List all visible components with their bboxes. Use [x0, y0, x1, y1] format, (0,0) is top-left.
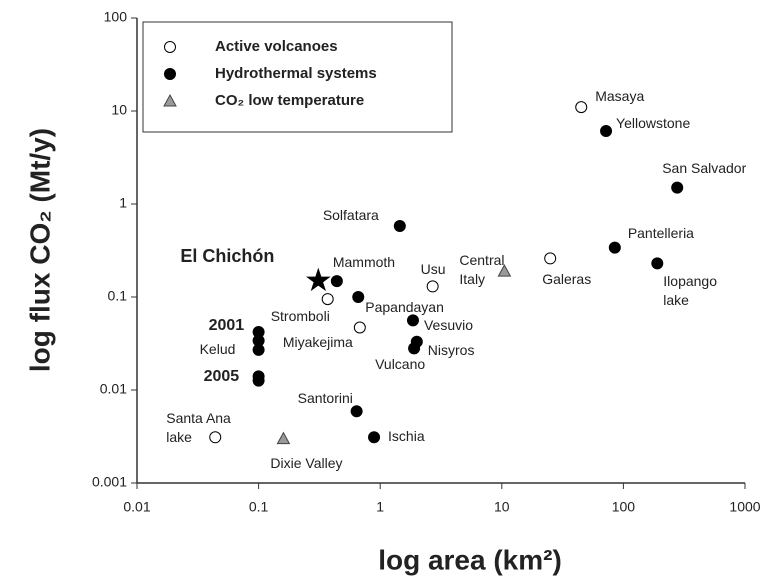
legend-marker: [163, 93, 177, 107]
point-label: Usu: [420, 260, 446, 277]
point-label: Yellowstone: [616, 115, 691, 132]
point-label: Masaya: [595, 87, 645, 104]
y-tick-label: 0.001: [92, 474, 127, 490]
point-label: Pantelleria: [627, 225, 694, 242]
point-label: Ilopango lake: [663, 272, 717, 308]
x-tick-label: 1000: [729, 499, 760, 515]
legend-marker: [164, 68, 176, 80]
point-label: Papandayan: [365, 298, 444, 315]
point: [497, 264, 512, 277]
point: [330, 275, 343, 288]
point: [406, 314, 419, 327]
point: [252, 374, 265, 387]
x-tick-label: 0.01: [123, 499, 150, 515]
point: [209, 431, 222, 444]
y-tick-label: 1: [119, 195, 127, 211]
y-tick-label: 0.1: [108, 288, 128, 304]
x-tick-label: 10: [494, 499, 510, 515]
point: [252, 334, 265, 347]
legend-label: Hydrothermal systems: [215, 65, 377, 82]
point: [321, 293, 334, 306]
y-axis-title: log flux CO₂ (Mt/y): [24, 128, 55, 372]
point: [350, 405, 363, 418]
point-label: Solfatara: [322, 206, 379, 223]
highlight-point: [306, 267, 331, 292]
point-label: Mammoth: [332, 253, 396, 270]
legend-marker: [164, 41, 176, 53]
x-tick-label: 100: [612, 499, 636, 515]
legend-label: CO₂ low temperature: [215, 92, 364, 109]
point-label: Santa Ana lake: [166, 409, 231, 445]
point-label: Miyakejima: [282, 333, 353, 350]
point: [252, 343, 265, 356]
point-label: Dixie Valley: [270, 455, 343, 472]
x-tick-label: 0.1: [249, 499, 269, 515]
point: [353, 321, 366, 334]
point-label: Vesuvio: [423, 316, 474, 333]
point-label: Santorini: [297, 389, 353, 406]
point-label: 2001: [208, 316, 245, 334]
point: [393, 220, 406, 233]
point-label: Central Italy: [459, 251, 505, 287]
x-tick-label: 1: [376, 499, 384, 515]
point-label: Kelud: [199, 341, 236, 358]
point: [671, 181, 684, 194]
legend-label: Active volcanoes: [215, 38, 338, 55]
point: [651, 257, 664, 270]
y-tick-label: 10: [111, 102, 127, 118]
point-label: Ischia: [388, 427, 425, 444]
y-tick-label: 0.01: [100, 381, 127, 397]
point-label: 2005: [203, 367, 240, 385]
point-label: Vulcano: [375, 355, 426, 372]
point-label: Stromboli: [270, 307, 330, 324]
point: [352, 291, 365, 303]
point-label: Nisyros: [427, 342, 475, 359]
point: [426, 280, 439, 293]
point: [408, 342, 421, 355]
point: [575, 101, 588, 114]
point: [276, 431, 291, 445]
legend-box: [142, 21, 453, 133]
point: [608, 241, 621, 254]
point: [600, 124, 613, 137]
point: [368, 431, 381, 444]
y-tick-label: 100: [104, 9, 128, 25]
point-label: Galeras: [542, 270, 592, 287]
point: [252, 326, 265, 339]
highlight-label: El Chichón: [180, 245, 275, 266]
point: [544, 252, 557, 265]
x-axis-title: log area (km²): [378, 544, 562, 575]
point-label: San Salvador: [662, 160, 747, 177]
